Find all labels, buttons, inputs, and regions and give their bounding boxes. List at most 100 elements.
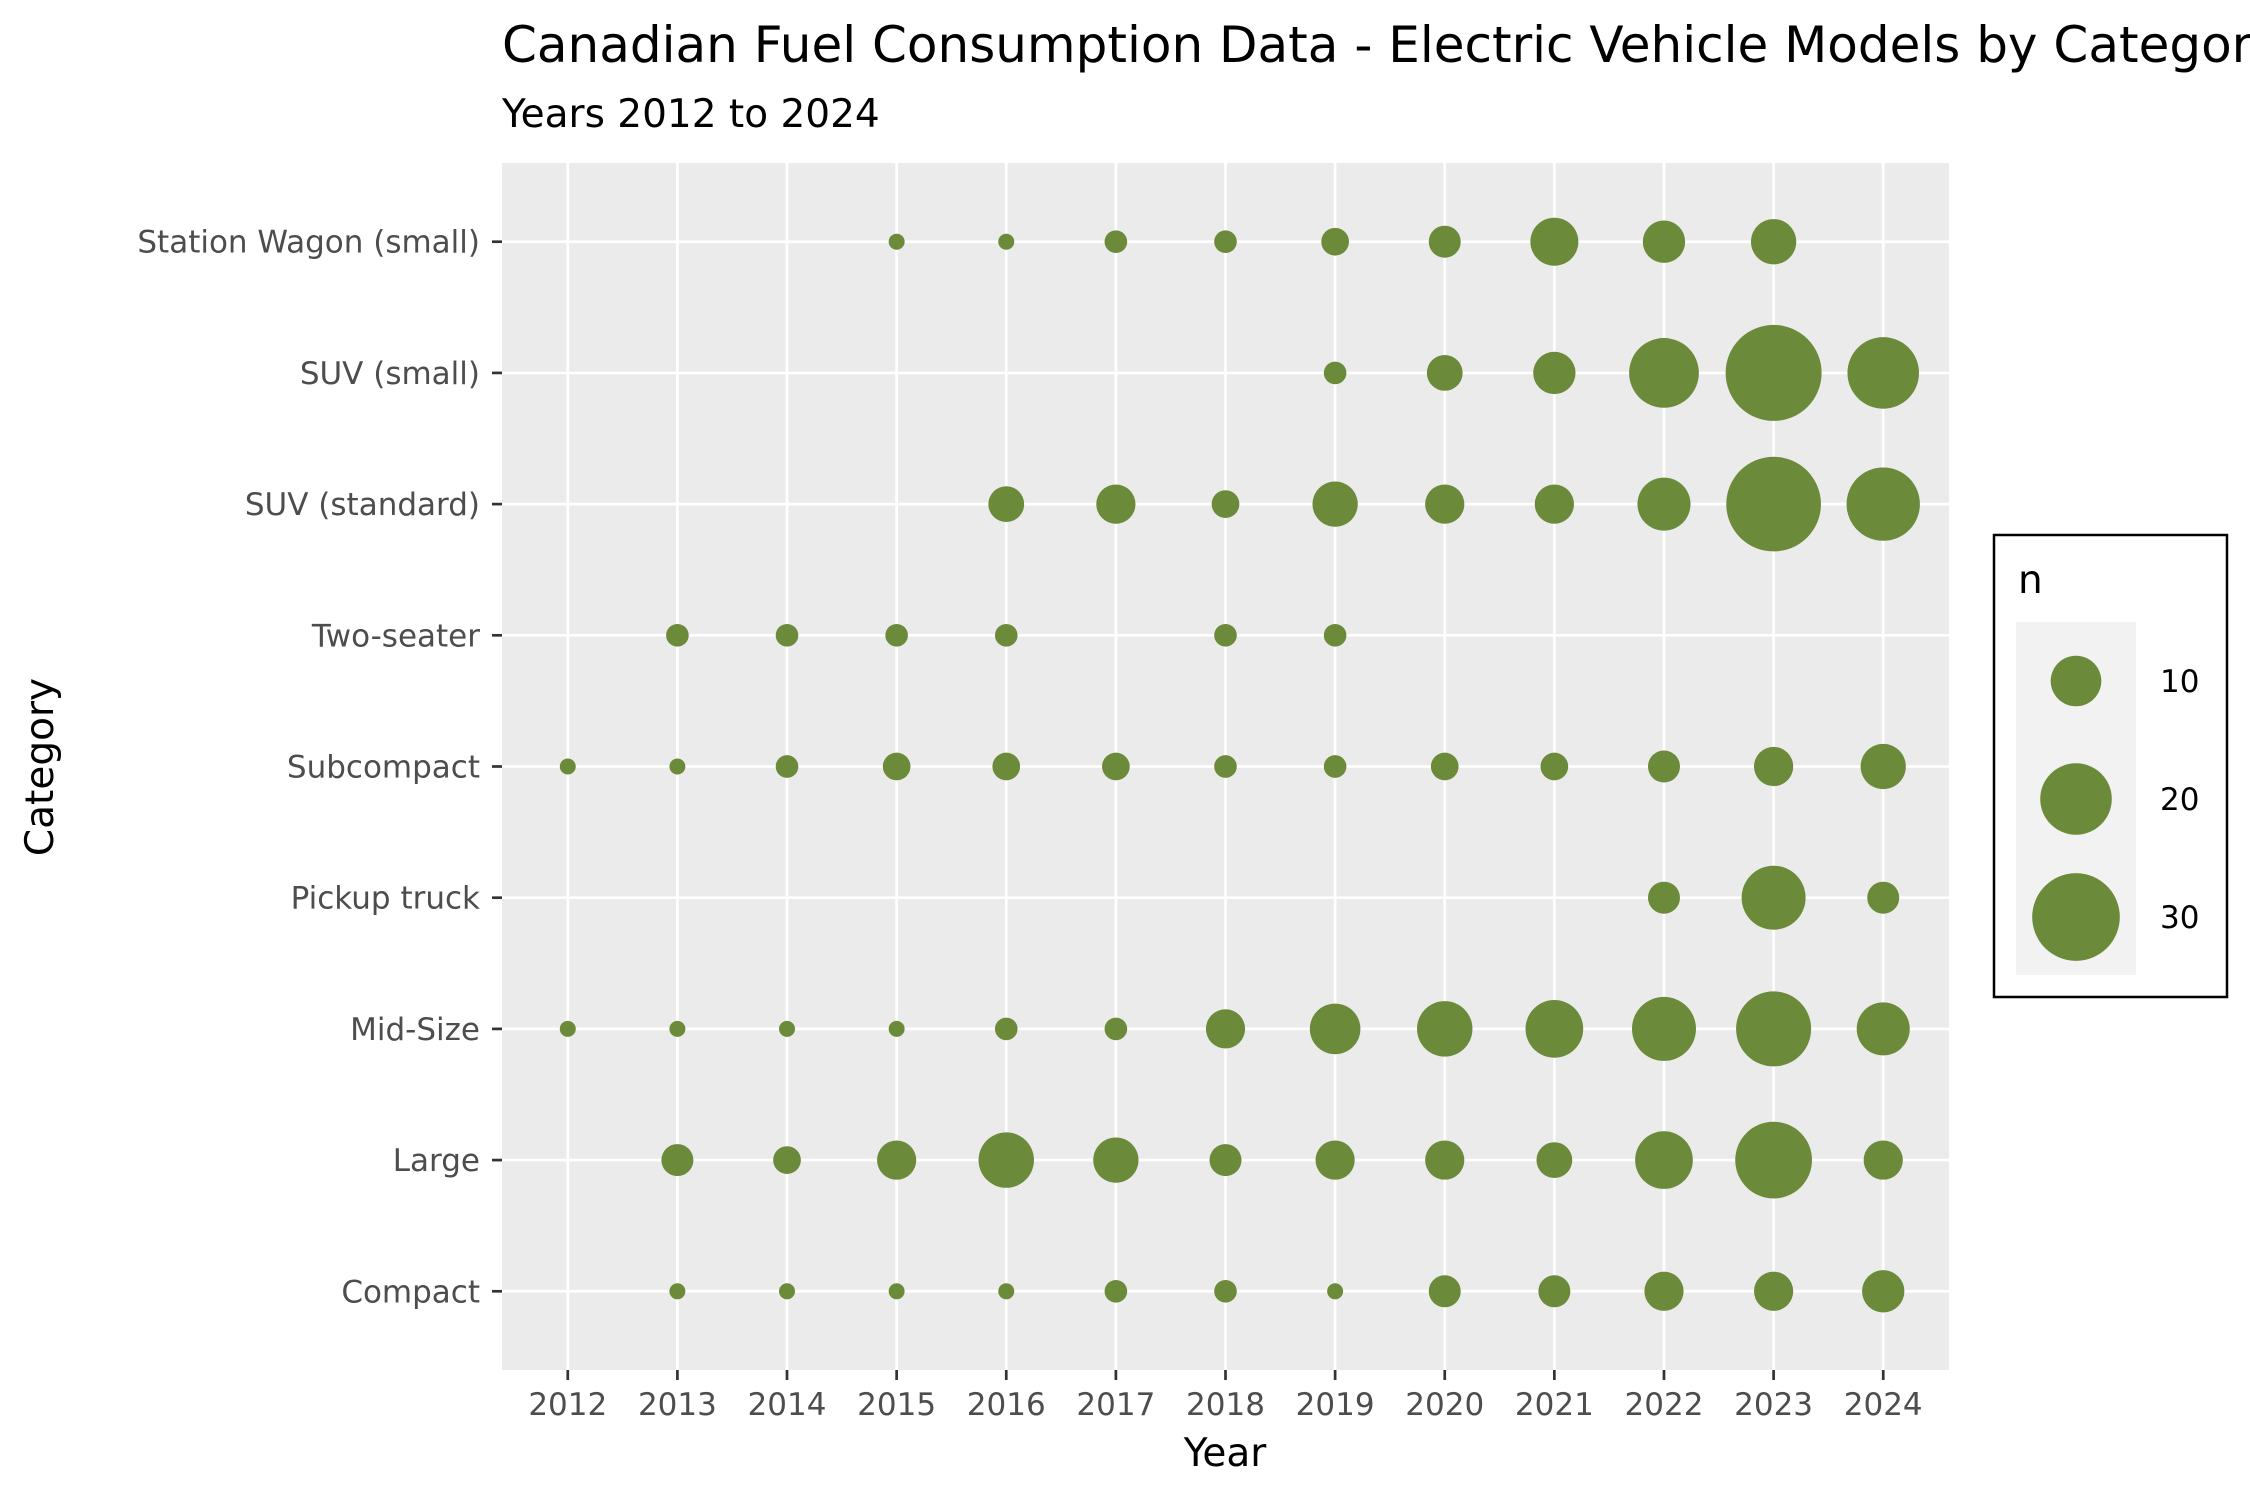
- data-point: [1430, 752, 1459, 781]
- x-tick-label: 2022: [1625, 1387, 1704, 1423]
- legend-label-10: 10: [2160, 664, 2199, 700]
- data-point: [1093, 1137, 1139, 1183]
- data-point: [998, 233, 1015, 250]
- legend-key-30: [2032, 873, 2120, 961]
- x-tick-label: 2015: [857, 1387, 936, 1423]
- y-tick-label: Compact: [341, 1274, 480, 1310]
- data-point: [779, 1020, 796, 1037]
- data-point: [1534, 484, 1574, 524]
- y-tick-label: SUV (standard): [245, 487, 480, 523]
- x-axis-title: Year: [1183, 1431, 1268, 1476]
- data-point: [1856, 1002, 1910, 1056]
- data-point: [1428, 225, 1461, 258]
- x-tick-label: 2020: [1405, 1387, 1484, 1423]
- data-point: [779, 1283, 796, 1300]
- data-points: [559, 217, 1920, 1313]
- size-legend: n 10 20 30: [1992, 533, 2229, 999]
- data-point: [1214, 755, 1237, 778]
- data-point: [1309, 1003, 1361, 1055]
- x-tick-label: 2016: [967, 1387, 1046, 1423]
- x-tick-label: 2014: [748, 1387, 827, 1423]
- data-point: [1642, 220, 1686, 263]
- data-point: [669, 1283, 686, 1300]
- data-point: [666, 623, 689, 647]
- y-tick-label: Subcompact: [287, 750, 480, 786]
- data-point: [1104, 230, 1128, 254]
- x-tick-label: 2021: [1515, 1387, 1594, 1423]
- data-point: [1647, 750, 1680, 783]
- data-point: [882, 752, 911, 781]
- y-tick-label: SUV (small): [300, 356, 480, 392]
- data-point: [1214, 230, 1237, 254]
- data-point: [992, 752, 1021, 781]
- data-point: [1754, 1271, 1794, 1311]
- x-tick-label: 2024: [1844, 1387, 1923, 1423]
- data-point: [1426, 355, 1463, 391]
- x-tick-label: 2017: [1076, 1387, 1155, 1423]
- data-point: [1750, 219, 1797, 265]
- chart-title: Canadian Fuel Consumption Data - Electri…: [502, 16, 2250, 74]
- data-point: [1321, 227, 1349, 256]
- x-axis: 2012 2013 2014 2015 2016 2017 2018 2019 2020 2021…: [528, 1370, 1923, 1423]
- data-point: [1647, 881, 1680, 914]
- data-point: [888, 233, 905, 250]
- data-point: [1323, 623, 1347, 647]
- data-point: [1425, 1140, 1465, 1180]
- data-point: [1538, 1275, 1571, 1308]
- y-axis-title: Category: [18, 678, 63, 856]
- data-point: [1315, 1140, 1355, 1180]
- data-point: [1867, 881, 1900, 914]
- y-tick-label: Two-seater: [311, 618, 480, 654]
- data-point: [888, 1283, 905, 1300]
- data-point: [1735, 1121, 1812, 1199]
- data-point: [1863, 1140, 1903, 1180]
- data-point: [1425, 484, 1465, 524]
- y-tick-label: Pickup truck: [291, 881, 480, 917]
- data-point: [988, 486, 1025, 522]
- data-point: [1736, 991, 1812, 1067]
- data-point: [1540, 752, 1569, 781]
- chart-subtitle: Years 2012 to 2024: [501, 92, 880, 137]
- data-point: [1533, 351, 1576, 395]
- legend-key-10: [2050, 655, 2102, 707]
- data-point: [1214, 1279, 1237, 1303]
- data-point: [1104, 1017, 1128, 1041]
- data-point: [1530, 217, 1579, 266]
- data-point: [1726, 456, 1821, 552]
- legend-label-30: 30: [2160, 900, 2199, 936]
- data-point: [1096, 484, 1136, 524]
- data-point: [1725, 324, 1822, 421]
- data-point: [1644, 1271, 1684, 1311]
- data-point: [998, 1283, 1015, 1300]
- data-point: [1536, 1142, 1573, 1178]
- data-point: [888, 1020, 905, 1037]
- data-point: [1860, 743, 1906, 790]
- data-point: [877, 1140, 917, 1180]
- data-point: [994, 1017, 1018, 1041]
- data-point: [1327, 1283, 1344, 1300]
- data-point: [1323, 361, 1347, 385]
- data-point: [1754, 746, 1794, 787]
- data-point: [1205, 1009, 1246, 1049]
- data-point: [1637, 477, 1691, 531]
- data-point: [1629, 338, 1699, 408]
- data-point: [669, 758, 686, 775]
- data-point: [661, 1144, 694, 1177]
- data-point: [1428, 1275, 1461, 1308]
- x-tick-label: 2018: [1186, 1387, 1265, 1423]
- data-point: [1211, 490, 1240, 518]
- data-point: [559, 758, 576, 775]
- legend-keys: 10 20 30: [2032, 655, 2199, 961]
- data-point: [1102, 752, 1130, 781]
- data-point: [1631, 996, 1696, 1061]
- data-point: [1862, 1270, 1905, 1313]
- data-point: [994, 623, 1018, 647]
- data-point: [1214, 623, 1237, 647]
- y-tick-label: Station Wagon (small): [137, 225, 480, 261]
- data-point: [669, 1020, 686, 1037]
- data-point: [1846, 467, 1920, 541]
- x-tick-label: 2013: [638, 1387, 717, 1423]
- y-tick-label: Mid-Size: [350, 1012, 480, 1048]
